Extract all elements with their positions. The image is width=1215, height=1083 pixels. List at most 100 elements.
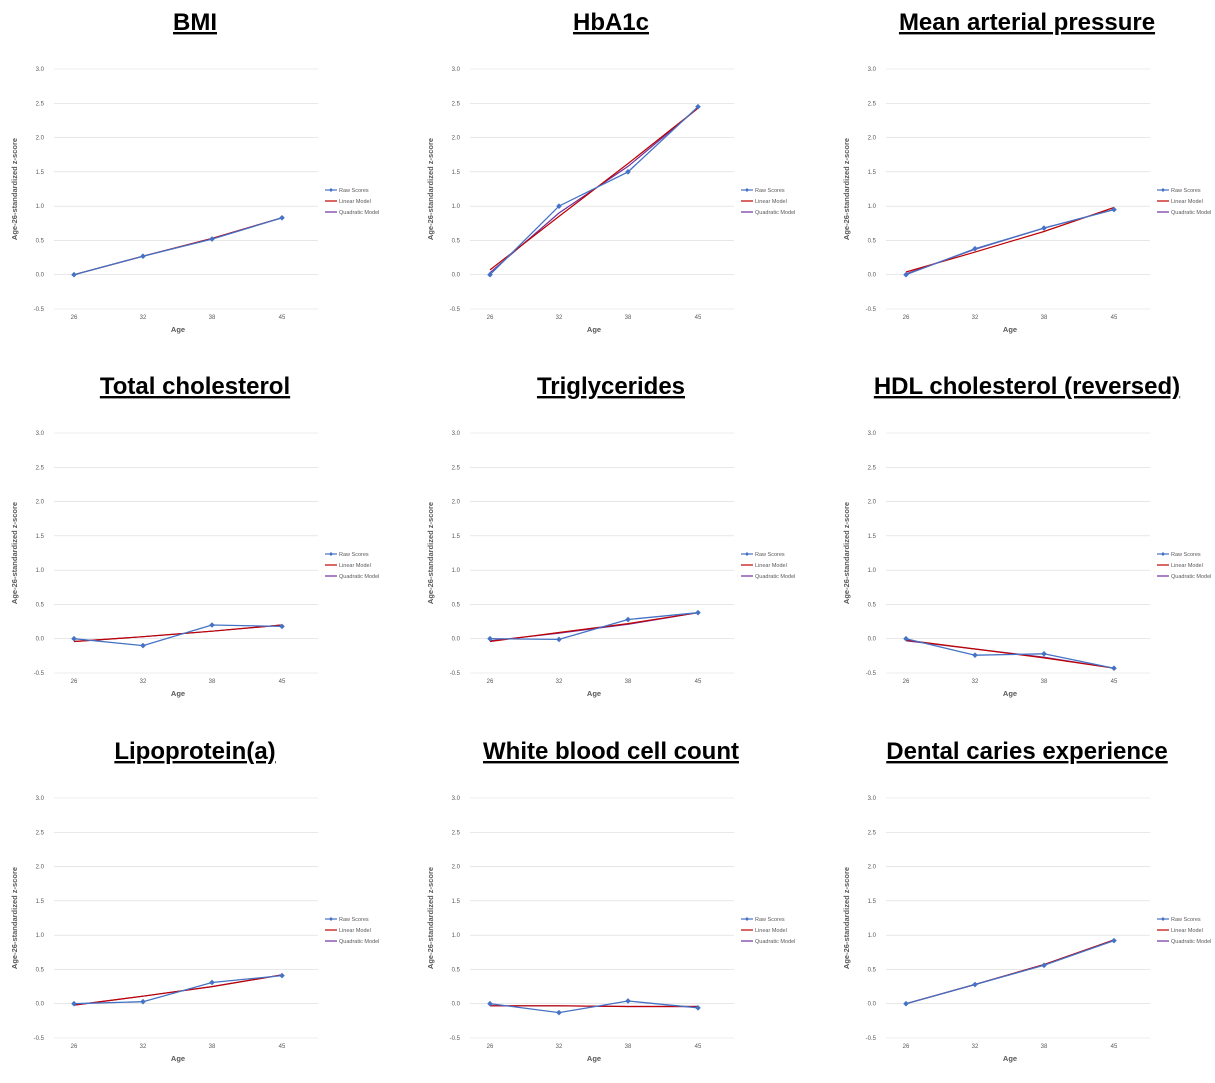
y-tick-label: -0.5 [866,671,877,677]
raw-score-point [1111,206,1117,213]
series-line-raw-scores [489,612,699,641]
chart-panel-hba1c: HbA1c 3.0 2.5 2.0 1.5 1.0 0.5 0.0 -0.5 26 32 38 45 Ag… [416,0,821,354]
series-line-linear-model [73,624,283,643]
chart-title: HDL cholesterol (reversed) [874,373,1180,400]
y-tick-label: 0.5 [452,602,461,608]
series-line-quadratic-model [489,612,699,642]
legend-marker [329,917,333,921]
raw-score-point [1111,665,1117,671]
y-axis-label: Age-26-standardized z-score [426,867,435,969]
y-tick-label: 2.0 [36,865,45,871]
chart-panel-hdl-cholesterol-reversed: HDL cholesterol (reversed) 3.0 2.5 2.0 1.5 1.… [832,364,1215,718]
y-axis-label: Age-26-standardized z-score [10,867,19,969]
y-axis-label: Age-26-standardized z-score [842,867,851,969]
raw-score-point [1041,225,1047,231]
x-tick-label: 26 [71,315,78,321]
legend-label: Quadratic Model [1171,210,1211,216]
y-tick-label: 0.0 [868,1002,877,1008]
x-axis-label: Age [1003,689,1017,698]
chart-svg: HDL cholesterol (reversed) 3.0 2.5 2.0 1.5 1.… [842,373,1211,698]
y-tick-label: 2.5 [36,465,45,471]
raw-score-point [279,972,285,979]
chart-svg: White blood cell count 3.0 2.5 2.0 1.5 1.0 0.5… [426,738,795,1063]
y-tick-label: 0.0 [868,637,877,643]
y-tick-label: 2.0 [452,865,461,871]
raw-score-point [625,998,631,1004]
y-tick-label: 2.0 [868,865,877,871]
x-tick-label: 32 [972,679,979,685]
x-tick-label: 32 [556,315,563,321]
y-tick-label: 2.0 [36,500,45,506]
raw-score-point [209,236,215,242]
y-axis-label: Age-26-standardized z-score [10,502,19,604]
x-tick-label: 32 [556,1044,563,1050]
raw-score-point [695,609,701,616]
y-tick-label: 3.0 [868,431,877,437]
y-tick-label: 0.5 [452,238,461,244]
y-tick-label: -0.5 [34,307,45,313]
chart-title: Dental caries experience [886,738,1168,765]
y-tick-label: 3.0 [868,796,877,802]
y-tick-label: -0.5 [450,307,461,313]
y-tick-label: 1.5 [36,899,45,905]
chart-panel-bmi: BMI 3.0 2.5 2.0 1.5 1.0 0.5 0.0 -0.5 26 32 38 45 Age A… [0,0,405,354]
legend-label: Quadratic Model [339,210,379,216]
chart-panel-lipoprotein-a: Lipoprotein(a) 3.0 2.5 2.0 1.5 1.0 0.5 0.0 -0.5 2… [0,729,405,1083]
series-line-linear-model [73,974,283,1006]
legend: Raw Scores Linear Model Quadratic Model [741,188,795,216]
legend-label: Raw Scores [1171,552,1201,558]
chart-svg: Dental caries experience 3.0 2.5 2.0 1.5 1.0 0… [842,738,1211,1063]
raw-score-point [279,623,285,630]
legend-label: Raw Scores [1171,917,1201,923]
legend: Raw Scores Linear Model Quadratic Model [1157,917,1211,945]
y-tick-label: 2.0 [868,500,877,506]
series-line-linear-model [905,639,1115,669]
legend: Raw Scores Linear Model Quadratic Model [741,552,795,580]
x-axis-label: Age [171,1054,185,1063]
legend-label: Raw Scores [755,552,785,558]
raw-score-point [140,998,146,1005]
legend-label: Linear Model [755,199,787,205]
legend-label: Raw Scores [755,917,785,923]
y-tick-label: 1.5 [868,170,877,176]
y-tick-label: 0.5 [36,602,45,608]
legend-marker [745,917,749,921]
raw-score-point [556,636,562,643]
legend-label: Quadratic Model [339,574,379,580]
series-line-raw-scores [905,939,1115,1005]
raw-score-point [209,979,215,986]
x-tick-label: 32 [972,315,979,321]
raw-score-point [695,1005,701,1011]
legend: Raw Scores Linear Model Quadratic Model [325,917,379,945]
raw-score-point [71,635,77,642]
y-tick-label: 1.5 [452,899,461,905]
x-tick-label: 26 [487,679,494,685]
y-tick-label: 1.0 [452,204,461,210]
y-tick-label: -0.5 [34,1036,45,1042]
legend-label: Linear Model [339,928,371,934]
y-tick-label: 2.0 [36,136,45,142]
chart-title: BMI [173,9,217,36]
y-tick-label: 2.5 [868,465,877,471]
x-tick-label: 32 [556,679,563,685]
chart-svg: Lipoprotein(a) 3.0 2.5 2.0 1.5 1.0 0.5 0.0 -0.5 2… [10,738,379,1063]
legend-marker [1161,917,1165,921]
legend-label: Raw Scores [339,917,369,923]
y-tick-label: 3.0 [36,796,45,802]
raw-score-point [209,622,215,628]
raw-score-point [972,652,978,658]
y-tick-label: -0.5 [866,1036,877,1042]
legend-label: Quadratic Model [755,939,795,945]
series-line-raw-scores [73,624,283,647]
chart-title: Lipoprotein(a) [114,738,275,765]
x-tick-label: 26 [487,315,494,321]
y-tick-label: 0.0 [868,273,877,279]
x-tick-label: 26 [71,679,78,685]
y-axis-label: Age-26-standardized z-score [426,502,435,604]
x-tick-label: 38 [1041,1044,1048,1050]
series-line-raw-scores [73,974,283,1005]
chart-title: Mean arterial pressure [899,9,1155,36]
chart-panel-triglycerides: Triglycerides 3.0 2.5 2.0 1.5 1.0 0.5 0.0 -0.5 26… [416,364,821,718]
legend-label: Linear Model [755,563,787,569]
x-tick-label: 38 [1041,315,1048,321]
